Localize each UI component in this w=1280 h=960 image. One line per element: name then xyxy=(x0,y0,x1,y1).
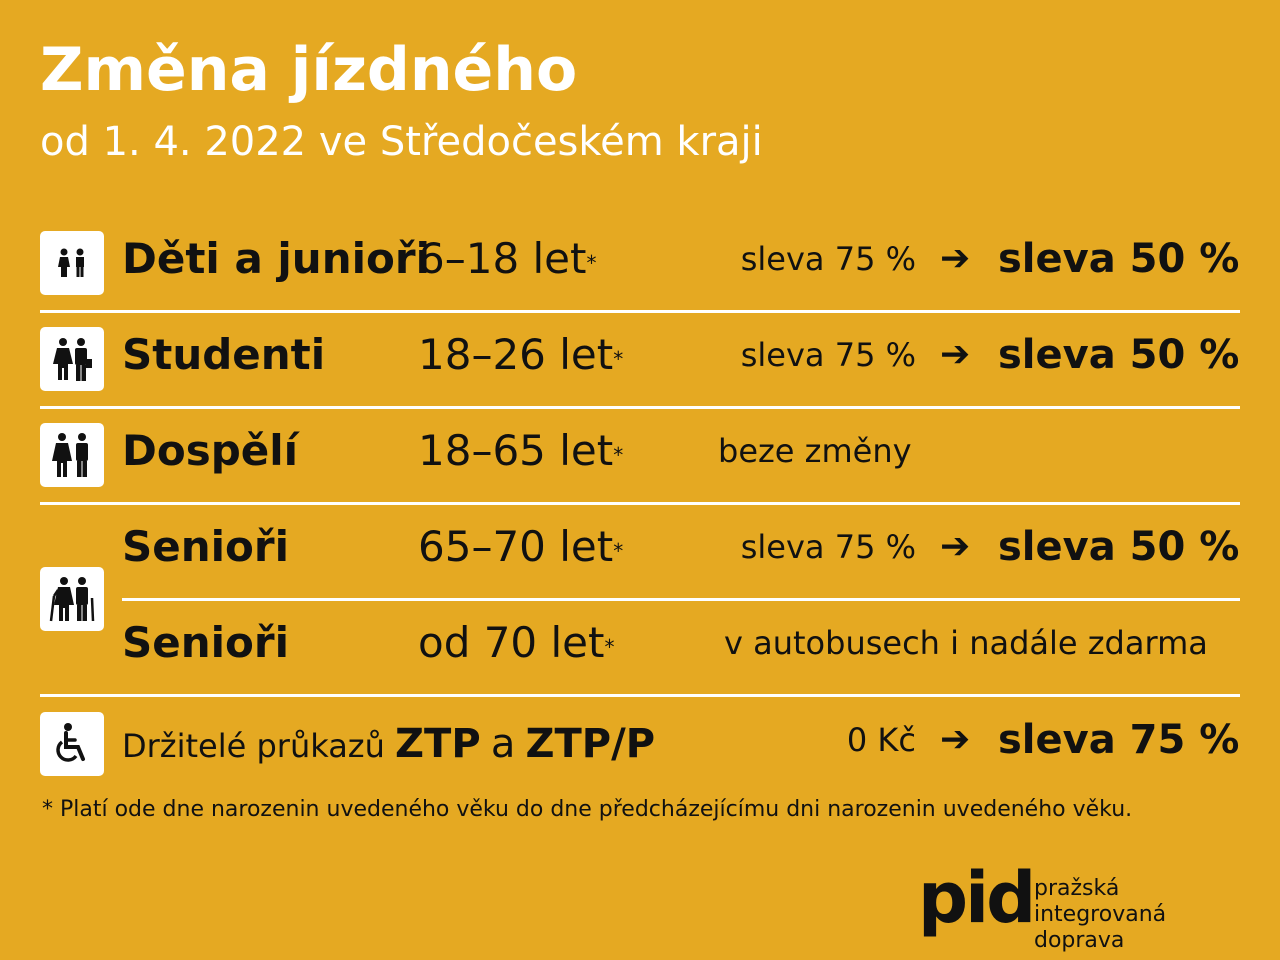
ztp-label: Držitelé průkazů ZTP a ZTP/P xyxy=(122,721,656,767)
footnote: * Platí ode dne narozenin uvedeného věku… xyxy=(42,797,1133,822)
old-discount: sleva 75 % xyxy=(740,528,916,566)
fare-row-seniors-65: Senioři 65–70 let* sleva 75 % ➔ sleva 50… xyxy=(40,519,1240,615)
age-range: 18–26 let* xyxy=(418,330,624,379)
age-range: 65–70 let* xyxy=(418,522,624,571)
status-note: v autobusech i nadále zdarma xyxy=(724,624,1208,662)
old-discount: sleva 75 % xyxy=(740,336,916,374)
logo-text: pražská integrovaná doprava xyxy=(1034,876,1167,953)
new-discount: sleva 50 % xyxy=(998,236,1240,282)
status-note: beze změny xyxy=(718,432,912,470)
arrow-right-icon: ➔ xyxy=(940,719,971,760)
fare-row-adults: Dospělí 18–65 let* beze změny xyxy=(40,423,1240,519)
students-icon xyxy=(40,327,104,391)
page-subtitle: od 1. 4. 2022 ve Středočeském kraji xyxy=(40,119,763,165)
children-icon xyxy=(40,231,104,295)
old-price: 0 Kč xyxy=(846,721,916,759)
divider xyxy=(40,406,1240,409)
arrow-right-icon: ➔ xyxy=(940,334,971,375)
category-name: Senioři xyxy=(122,618,289,667)
adults-icon xyxy=(40,423,104,487)
new-discount: sleva 50 % xyxy=(998,332,1240,378)
new-discount: sleva 50 % xyxy=(998,524,1240,570)
page-title: Změna jízdného xyxy=(40,35,578,105)
age-range: od 70 let* xyxy=(418,618,615,667)
divider xyxy=(40,502,1240,505)
divider xyxy=(40,694,1240,697)
wheelchair-icon xyxy=(40,712,104,776)
old-discount: sleva 75 % xyxy=(740,240,916,278)
divider xyxy=(122,598,1240,601)
fare-row-ztp: Držitelé průkazů ZTP a ZTP/P 0 Kč ➔ slev… xyxy=(40,712,1240,808)
fare-row-children: Děti a junioři 6–18 let* sleva 75 % ➔ sl… xyxy=(40,231,1240,327)
logo-mark: pid xyxy=(918,857,1036,939)
new-discount: sleva 75 % xyxy=(998,717,1240,763)
fare-row-seniors-70: Senioři od 70 let* v autobusech i nadále… xyxy=(40,615,1240,711)
age-range: 18–65 let* xyxy=(418,426,624,475)
fare-row-students: Studenti 18–26 let* sleva 75 % ➔ sleva 5… xyxy=(40,327,1240,423)
age-range: 6–18 let* xyxy=(418,234,597,283)
category-name: Senioři xyxy=(122,522,289,571)
pid-logo: pid pražská integrovaná doprava xyxy=(918,857,1248,953)
seniors-icon xyxy=(40,567,104,631)
divider xyxy=(40,310,1240,313)
category-name: Dospělí xyxy=(122,426,299,475)
category-name: Děti a junioři xyxy=(122,234,430,283)
category-name: Studenti xyxy=(122,330,326,379)
arrow-right-icon: ➔ xyxy=(940,526,971,567)
arrow-right-icon: ➔ xyxy=(940,238,971,279)
